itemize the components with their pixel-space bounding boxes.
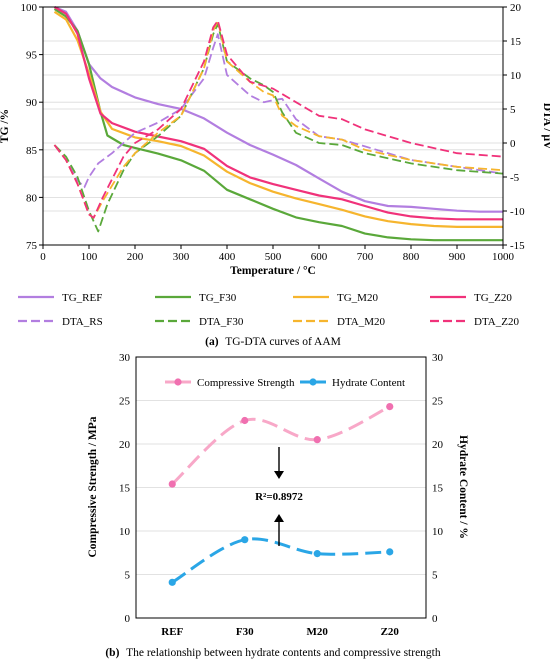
series-line-dta-m20 — [53, 19, 504, 219]
legend-label-compressive-strength: Compressive Strength — [197, 377, 295, 389]
panel-b-plot-frame — [135, 356, 427, 619]
data-point-hydrate-content — [386, 548, 394, 556]
y-left-tick-label: 95 — [26, 50, 38, 62]
x-tick-label: 400 — [219, 251, 236, 263]
data-point-hydrate-content — [241, 536, 249, 544]
panel-a-left-axis-label: TG /% — [0, 109, 11, 143]
x-tick-label: 600 — [311, 251, 328, 263]
down-arrowhead-icon — [274, 471, 284, 479]
panel-b-left-axis-label: Compressive Strength / MPa — [87, 416, 99, 557]
y-right-tick-label: 5 — [432, 570, 438, 582]
y-left-tick-label: 80 — [26, 192, 38, 204]
data-point-compressive-strength — [386, 402, 394, 411]
y-right-tick-label: 15 — [510, 36, 522, 48]
series-line-compressive-strength — [171, 405, 391, 486]
legend-marker-hydrate-content — [309, 378, 317, 386]
data-point-compressive-strength — [168, 480, 176, 488]
legend-label-tg-f30: TG_F30 — [199, 292, 237, 304]
legend-marker-compressive-strength — [174, 378, 182, 386]
x-tick-label: 300 — [173, 251, 190, 263]
y-right-tick-label: 0 — [432, 613, 438, 625]
panel-b-caption-prefix: (b) — [105, 647, 119, 659]
panel-b-ticks: REF F30 M20 Z20 0 5 10 15 20 25 30 0 5 10 15 20 25 30 — [119, 352, 444, 638]
panel-b-axes — [135, 356, 427, 619]
panel-a-ticks: 0 100 200 300 400 500 600 700 800 900 100075808590… — [21, 2, 526, 263]
series-line-tg-ref — [54, 5, 503, 213]
data-point-compressive-strength — [313, 436, 321, 444]
x-tick-label: 700 — [357, 251, 374, 263]
x-category-label: M20 — [307, 626, 329, 638]
data-point-hydrate-content — [313, 550, 321, 558]
y-right-tick-label: 10 — [432, 526, 444, 538]
x-tick-label: 0 — [40, 251, 46, 263]
x-category-label: Z20 — [381, 626, 400, 638]
y-left-tick-label: 15 — [119, 483, 131, 495]
series-line-dta-z20 — [53, 19, 504, 219]
series-line-tg-m20 — [53, 10, 503, 228]
y-right-tick-label: 10 — [510, 70, 522, 82]
panel-b-caption: (b) The relationship between hydrate con… — [105, 647, 441, 659]
panel-a-right-axis-label: DTA / μV — [541, 103, 550, 150]
x-tick-label: 500 — [265, 251, 282, 263]
data-point-compressive-strength — [241, 416, 249, 425]
y-right-tick-label: 25 — [432, 396, 444, 408]
series-line-dta-rs — [53, 33, 504, 189]
y-left-tick-label: 5 — [125, 570, 131, 582]
panel-b-right-axis-label: Hydrate Content / % — [457, 435, 469, 539]
legend-label-tg-m20: TG_M20 — [337, 292, 378, 304]
y-left-tick-label: 10 — [119, 526, 131, 538]
panel-a-caption: (a) TG-DTA curves of AAM — [205, 336, 341, 348]
legend-label-dta-m20: DTA_M20 — [337, 316, 386, 328]
panel-a-x-axis-label: Temperature / °C — [230, 265, 316, 277]
y-left-tick-label: 100 — [21, 2, 38, 14]
series-line-hydrate-content — [171, 537, 390, 584]
y-left-tick-label: 90 — [26, 97, 38, 109]
y-left-tick-label: 25 — [119, 396, 131, 408]
legend-label-dta-rs: DTA_RS — [62, 316, 103, 328]
legend-label-dta-z20: DTA_Z20 — [474, 316, 519, 328]
x-tick-label: 100 — [81, 251, 98, 263]
panel-b-caption-text: The relationship between hydrate content… — [126, 647, 441, 659]
panel-b-legend: Compressive Strength Hydrate Content — [165, 377, 405, 389]
x-category-label: REF — [161, 626, 183, 638]
panel-b-annotation-group: R²=0.8972 — [255, 447, 303, 546]
y-right-tick-label: -10 — [510, 206, 525, 218]
y-right-tick-label: -15 — [510, 240, 525, 252]
y-left-tick-label: 30 — [119, 352, 131, 364]
panel-a-caption-text: TG-DTA curves of AAM — [225, 336, 341, 348]
x-tick-label: 200 — [127, 251, 144, 263]
y-right-tick-label: 30 — [432, 352, 444, 364]
x-tick-label: 1000 — [492, 251, 515, 263]
panel-a-series — [53, 5, 504, 242]
y-right-tick-label: 15 — [432, 483, 444, 495]
panel-a-legend: TG_REF TG_F30 TG_M20 TG_Z20 DTA_RS DTA_F30 DTA… — [18, 292, 519, 328]
y-right-tick-label: -5 — [510, 172, 520, 184]
panel-a-caption-prefix: (a) — [205, 336, 219, 348]
x-category-label: F30 — [236, 626, 254, 638]
legend-label-dta-f30: DTA_F30 — [199, 316, 244, 328]
legend-label-tg-ref: TG_REF — [62, 292, 102, 304]
y-left-tick-label: 85 — [26, 145, 38, 157]
y-right-tick-label: 20 — [510, 2, 522, 14]
series-line-tg-f30 — [53, 7, 503, 242]
up-arrowhead-icon — [274, 514, 284, 522]
data-point-hydrate-content — [168, 578, 176, 586]
y-right-tick-label: 5 — [510, 104, 516, 116]
x-tick-label: 900 — [449, 251, 466, 263]
x-tick-label: 800 — [403, 251, 420, 263]
legend-label-tg-z20: TG_Z20 — [474, 292, 512, 304]
legend-label-hydrate-content: Hydrate Content — [332, 377, 405, 389]
panel-b-series — [168, 402, 394, 586]
series-line-tg-z20 — [53, 6, 503, 221]
r-squared-annotation: R²=0.8972 — [255, 491, 303, 503]
y-left-tick-label: 20 — [119, 439, 131, 451]
y-right-tick-label: 20 — [432, 439, 444, 451]
y-left-tick-label: 0 — [125, 613, 131, 625]
y-right-tick-label: 0 — [510, 138, 516, 150]
y-left-tick-label: 75 — [26, 240, 38, 252]
